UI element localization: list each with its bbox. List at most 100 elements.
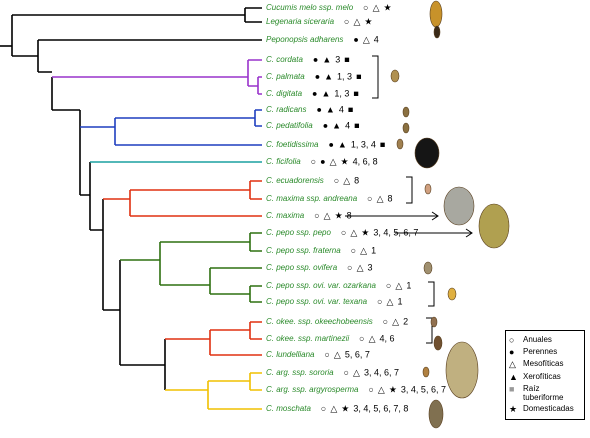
branches-green (120, 232, 262, 303)
taxon-name: Peponopsis adharens (266, 35, 343, 44)
trait: ○ (334, 175, 339, 185)
trait: ★ (384, 2, 392, 12)
legend-item: ▲ Xerofíticas (509, 372, 581, 382)
trait: 1, 3, 4 (351, 139, 376, 149)
legend-item: △ Mesofíticas (509, 359, 581, 370)
trait: ★ (341, 403, 349, 413)
trait: 3, 4, 5, 6, 7 (401, 384, 446, 394)
legend-label: Perennes (523, 347, 558, 356)
taxon-name: C. arg. ssp. argyrosperma (266, 385, 359, 394)
trait: ● (315, 71, 320, 81)
taxon-name: C. pedatifolia (266, 121, 313, 130)
trait: 3, 4, 5, 6, 7 (373, 227, 418, 237)
trait: ■ (356, 71, 361, 81)
trait: ● (320, 156, 325, 166)
trait: ○ (368, 384, 373, 394)
trait: △ (353, 16, 360, 26)
trait: ★ (361, 227, 369, 237)
taxon-name: C. moschata (266, 404, 311, 413)
trait: △ (378, 384, 385, 394)
trait: ○ (367, 193, 372, 203)
trait: 2 (403, 316, 408, 326)
trait: △ (324, 210, 331, 220)
trait: ○ (341, 227, 346, 237)
trait: ○ (311, 156, 316, 166)
taxon-name: C. foetidissima (266, 140, 319, 149)
trait: 4 (339, 104, 344, 114)
taxon-name: C. pepo ssp. ovifera (266, 263, 338, 272)
trait: ▲ (338, 139, 347, 149)
taxon-name: C. arg. ssp. sororia (266, 368, 334, 377)
legend-symbol: △ (509, 359, 516, 369)
trait: ★ (389, 384, 397, 394)
trait: ▲ (322, 54, 331, 64)
trait: 8 (354, 175, 359, 185)
trait: 4 (374, 34, 379, 44)
trait: 3 (335, 54, 340, 64)
taxon-name: C. lundelliana (266, 350, 315, 359)
trait: ■ (380, 139, 385, 149)
legend: ○ Anuales ● Perennes △ Mesofíticas ▲ Xerofítica… (505, 330, 585, 420)
legend-symbol: ● (509, 347, 515, 357)
taxon-name: C. okee. ssp. martinezii (266, 334, 349, 343)
trait: △ (369, 333, 376, 343)
trait: △ (330, 403, 337, 413)
trait: ○ (383, 316, 388, 326)
trait: ○ (347, 262, 352, 272)
taxon-name: C. ficifolia (266, 157, 301, 166)
taxon-name: C. pepo ssp. ovi. var. ozarkana (266, 281, 377, 290)
taxon-name: C. pepo ssp. fraterna (266, 246, 341, 255)
trait: 1 (406, 280, 411, 290)
taxon-name: Legenaria siceraria (266, 17, 335, 26)
trait: △ (373, 2, 380, 12)
trait: ■ (354, 120, 359, 130)
trait: 8 (388, 193, 393, 203)
trait: ★ (335, 210, 343, 220)
taxon-name: C. maxima ssp. andreana (266, 194, 358, 203)
trait: ● (313, 54, 318, 64)
trait: ● (323, 120, 328, 130)
taxon-name: C. digitata (266, 89, 303, 98)
legend-symbol: ★ (509, 404, 518, 414)
taxon-name: C. ecuadorensis (266, 176, 324, 185)
trait: △ (387, 296, 394, 306)
branches-red (103, 180, 262, 356)
trait: △ (357, 262, 364, 272)
taxon-name: C. okee. ssp. okeechobeensis (266, 317, 373, 326)
trait: 5, 6, 7 (345, 349, 370, 359)
seeds (390, 0, 510, 429)
legend-label: Domesticadas (523, 404, 574, 413)
taxon-name: C. pepo ssp. pepo (266, 228, 331, 237)
trait: △ (330, 156, 337, 166)
trait: △ (392, 316, 399, 326)
trait: △ (360, 245, 367, 255)
trait: 4 (345, 120, 350, 130)
branches-purple (52, 59, 262, 95)
taxon-name: C. cordata (266, 55, 303, 64)
brackets (372, 55, 435, 344)
trait: ★ (340, 156, 348, 166)
trait: 1 (371, 245, 376, 255)
arrows (345, 211, 473, 238)
legend-item: ● Perennes (509, 347, 581, 357)
branches-yellow (165, 372, 262, 410)
legend-item: ★ Domesticadas (509, 404, 581, 415)
trait: △ (350, 227, 357, 237)
trait: ▲ (324, 71, 333, 81)
trait: ● (328, 139, 333, 149)
trait: ▲ (321, 88, 330, 98)
trait: △ (343, 175, 350, 185)
branches-black (0, 7, 262, 390)
trait: ○ (386, 280, 391, 290)
trait: △ (363, 34, 370, 44)
trait: ○ (351, 245, 356, 255)
legend-label: Mesofíticas (523, 359, 564, 368)
legend-symbol: ■ (509, 384, 515, 394)
trait: ● (353, 34, 358, 44)
trait: ★ (364, 16, 372, 26)
taxon-name: Cucumis melo ssp. melo (266, 3, 354, 12)
legend-label: Raíz tuberiforme (523, 384, 564, 402)
legend-label: Xerofíticas (523, 372, 561, 381)
trait: 4, 6, 8 (353, 156, 378, 166)
